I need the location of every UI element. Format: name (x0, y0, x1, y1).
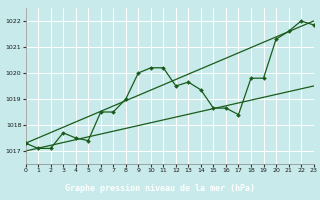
Text: Graphe pression niveau de la mer (hPa): Graphe pression niveau de la mer (hPa) (65, 184, 255, 193)
